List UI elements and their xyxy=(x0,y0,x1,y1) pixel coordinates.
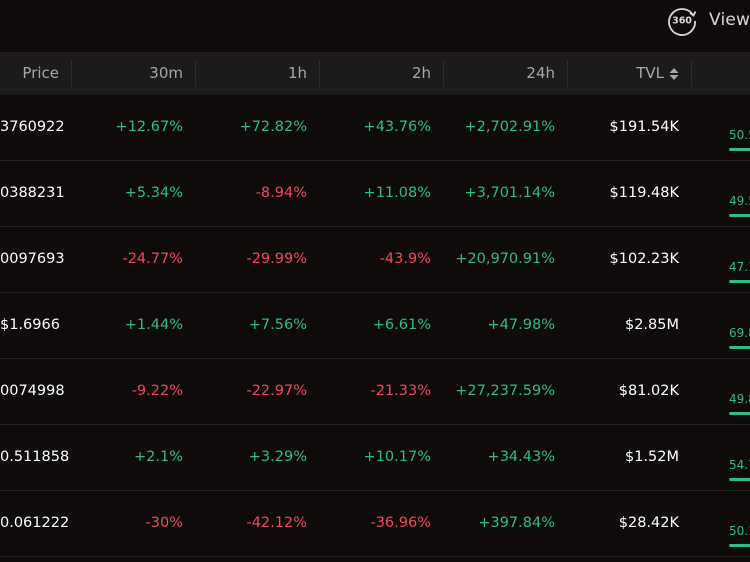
partial-metric: 69.8 xyxy=(729,326,750,340)
table-row[interactable]: 0.511858 +2.1% +3.29% +10.17% +34.43% $1… xyxy=(0,425,750,491)
change-24h-cell: +34.43% xyxy=(487,449,555,465)
change-2h-cell: +11.08% xyxy=(363,185,431,201)
change-2h-cell: +6.61% xyxy=(372,317,431,333)
change-2h-cell: +10.17% xyxy=(363,449,431,465)
col-header-30m[interactable]: 30m xyxy=(149,64,183,82)
change-24h-cell: +27,237.59% xyxy=(455,383,555,399)
table-row[interactable]: 3760922 +12.67% +72.82% +43.76% +2,702.9… xyxy=(0,95,750,161)
partial-metric-bar xyxy=(729,148,750,151)
col-header-1h[interactable]: 1h xyxy=(287,64,307,82)
change-24h-cell: +397.84% xyxy=(478,515,555,531)
tvl-cell: $119.48K xyxy=(609,185,679,201)
partial-metric: 49.8 xyxy=(729,392,750,406)
change-30m-cell: -24.77% xyxy=(122,251,183,267)
change-30m-cell: -9.22% xyxy=(131,383,183,399)
col-header-price[interactable]: Price xyxy=(22,64,59,82)
col-header-24h[interactable]: 24h xyxy=(526,64,555,82)
table-row[interactable]: 0388231 +5.34% -8.94% +11.08% +3,701.14%… xyxy=(0,161,750,227)
partial-metric-bar xyxy=(729,280,750,283)
sort-updown-icon[interactable] xyxy=(669,67,679,81)
header-divider xyxy=(567,60,568,87)
change-30m-cell: +5.34% xyxy=(124,185,183,201)
partial-metric: 50.5 xyxy=(729,128,750,142)
change-24h-cell: +3,701.14% xyxy=(464,185,556,201)
change-2h-cell: -36.96% xyxy=(370,515,431,531)
price-cell: 3760922 xyxy=(0,119,65,135)
price-cell: 0097693 xyxy=(0,251,65,267)
header-divider xyxy=(443,60,444,87)
change-30m-cell: +1.44% xyxy=(124,317,183,333)
partial-metric-bar xyxy=(729,478,750,481)
svg-text:360: 360 xyxy=(672,16,692,27)
partial-metric: 49.5 xyxy=(729,194,750,208)
change-30m-cell: +12.67% xyxy=(115,119,183,135)
header-divider xyxy=(691,60,692,87)
col-header-tvl[interactable]: TVL xyxy=(568,52,679,95)
change-24h-cell: +20,970.91% xyxy=(455,251,555,267)
change-24h-cell: +47.98% xyxy=(487,317,555,333)
change-1h-cell: -42.12% xyxy=(246,515,307,531)
tvl-header-label: TVL xyxy=(636,64,664,82)
change-2h-cell: -21.33% xyxy=(370,383,431,399)
partial-metric-bar xyxy=(729,412,750,415)
table-row[interactable]: $1.6966 +1.44% +7.56% +6.61% +47.98% $2.… xyxy=(0,293,750,359)
tvl-cell: $28.42K xyxy=(618,515,679,531)
view-360-button[interactable]: 360 View xyxy=(666,4,750,36)
change-1h-cell: +7.56% xyxy=(248,317,307,333)
price-cell: 0.511858 xyxy=(0,449,70,465)
header-divider xyxy=(319,60,320,87)
change-1h-cell: -22.97% xyxy=(246,383,307,399)
360-view-icon: 360 xyxy=(668,8,697,36)
change-30m-cell: -30% xyxy=(145,515,183,531)
col-header-2h[interactable]: 2h xyxy=(411,64,431,82)
partial-metric: 47.1 xyxy=(729,260,750,274)
table-row[interactable]: 0.061222 -30% -42.12% -36.96% +397.84% $… xyxy=(0,491,750,557)
tvl-cell: $1.52M xyxy=(624,449,679,465)
partial-metric-bar xyxy=(729,544,750,547)
change-1h-cell: +72.82% xyxy=(239,119,307,135)
change-1h-cell: -29.99% xyxy=(246,251,307,267)
change-1h-cell: +3.29% xyxy=(248,449,307,465)
top-bar: 360 View xyxy=(0,0,750,52)
table-row[interactable]: 0097693 -24.77% -29.99% -43.9% +20,970.9… xyxy=(0,227,750,293)
header-divider xyxy=(71,60,72,87)
partial-metric-bar xyxy=(729,346,750,349)
tvl-cell: $81.02K xyxy=(618,383,679,399)
change-2h-cell: +43.76% xyxy=(363,119,431,135)
partial-metric: 50.1 xyxy=(729,524,750,538)
price-cell: 0388231 xyxy=(0,185,65,201)
table-header: Price 30m 1h 2h 24h TVL xyxy=(0,52,750,95)
tvl-cell: $191.54K xyxy=(609,119,679,135)
price-cell: 0.061222 xyxy=(0,515,70,531)
change-30m-cell: +2.1% xyxy=(134,449,183,465)
tvl-cell: $2.85M xyxy=(624,317,679,333)
price-cell: $1.6966 xyxy=(0,317,60,333)
change-24h-cell: +2,702.91% xyxy=(464,119,556,135)
header-divider xyxy=(195,60,196,87)
partial-metric: 54.7 xyxy=(729,458,750,472)
tvl-cell: $102.23K xyxy=(609,251,679,267)
view-label: View xyxy=(709,10,750,30)
change-1h-cell: -8.94% xyxy=(255,185,307,201)
table-row[interactable]: 0074998 -9.22% -22.97% -21.33% +27,237.5… xyxy=(0,359,750,425)
change-2h-cell: -43.9% xyxy=(379,251,431,267)
partial-metric-bar xyxy=(729,214,750,217)
price-cell: 0074998 xyxy=(0,383,65,399)
